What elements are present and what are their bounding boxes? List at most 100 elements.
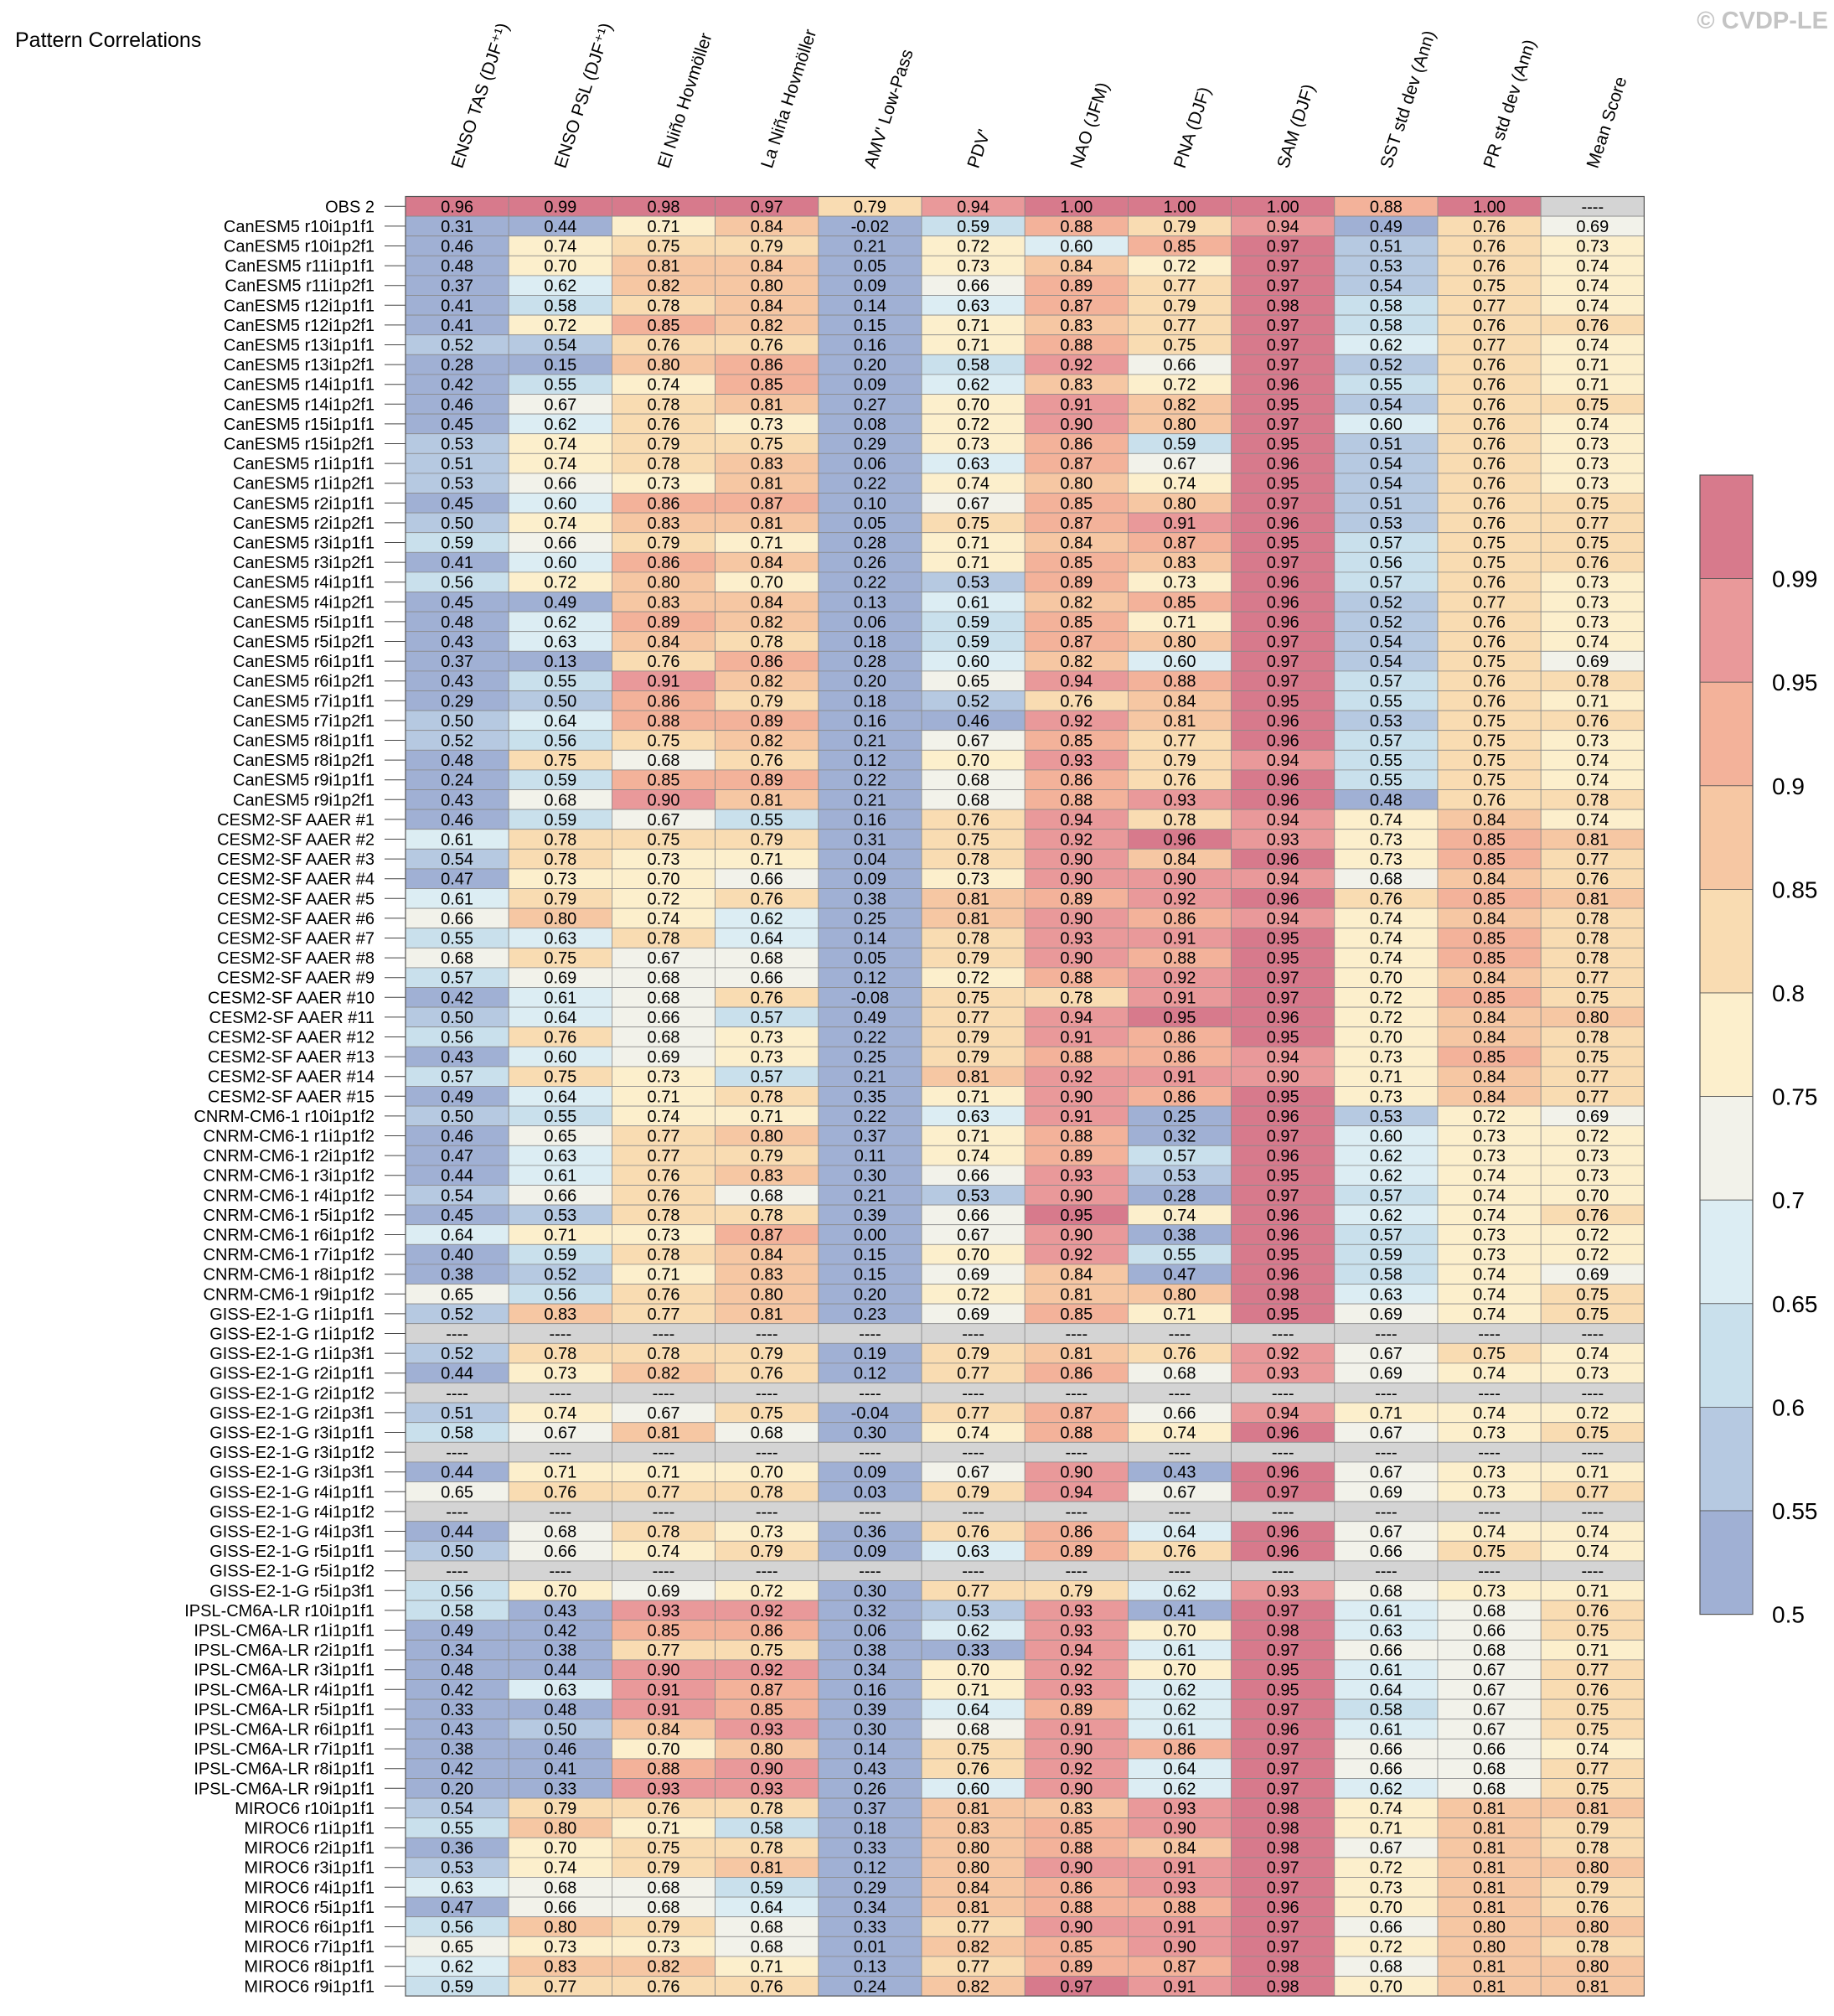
cell-value: 0.66 [1473,1622,1506,1641]
row-label: CanESM5 r3i1p1f1 [233,535,375,553]
cell-value: 0.47 [441,871,473,889]
cell-value: 0.76 [1576,554,1609,572]
cell-value: 0.95 [1267,1167,1299,1186]
cell-value: 0.57 [1370,673,1403,691]
cell-value: 0.57 [1370,1227,1403,1245]
cell-value: 0.38 [854,890,886,908]
cell-value: 0.37 [854,1800,886,1818]
cell-value: 0.67 [1473,1681,1506,1699]
cell-value: 0.52 [441,337,473,355]
cell-value: 0.85 [1060,1820,1093,1838]
cell-value: 0.68 [1164,1365,1196,1383]
colorbar-segment [1699,1199,1754,1305]
cell-value: 0.81 [957,1800,989,1818]
cell-value: 0.74 [1576,416,1609,434]
cell-value: 0.28 [854,535,886,553]
cell-value: 0.73 [544,1938,576,1957]
cell-value: 0.76 [544,1483,576,1502]
cell-value: 0.97 [1267,653,1299,671]
cell-value: ---- [1065,1384,1087,1403]
cell-value: 0.67 [648,1404,680,1423]
cell-value: 0.97 [1267,494,1299,513]
cell-value: 0.09 [854,277,886,296]
cell-value: 0.90 [751,1760,783,1779]
cell-value: 0.70 [544,1839,576,1858]
cell-value: 0.96 [1267,1147,1299,1166]
cell-value: 0.55 [544,673,576,691]
cell-value: 0.95 [1267,692,1299,711]
cell-value: 0.14 [854,930,886,949]
cell-value: 0.68 [648,752,680,770]
cell-value: 0.48 [441,257,473,276]
cell-value: 0.79 [751,1345,783,1363]
cell-value: 0.80 [544,910,576,928]
cell-value: 0.60 [1060,238,1093,256]
cell-value: 0.61 [1164,1721,1196,1739]
cell-value: 0.68 [751,949,783,968]
cell-value: 0.62 [1370,1147,1403,1166]
cell-value: 0.09 [854,1464,886,1482]
cell-value: 0.85 [1473,989,1506,1007]
cell-value: 0.68 [441,949,473,968]
cell-value: ---- [1375,1326,1397,1344]
cell-value: 0.74 [957,1424,989,1443]
row-label: IPSL-CM6A-LR r2i1p1f1 [194,1641,375,1660]
cell-value: 0.86 [648,692,680,711]
cell-value: 0.50 [441,712,473,731]
cell-value: 0.33 [854,1839,886,1858]
row-label: CanESM5 r3i1p2f1 [233,554,375,572]
cell-value: 0.48 [1370,791,1403,809]
cell-value: 0.98 [1267,1622,1299,1641]
cell-value: 0.65 [544,1128,576,1146]
cell-value: 0.56 [441,1919,473,1937]
cell-value: 0.77 [957,1919,989,1937]
cell-value: 0.80 [1164,416,1196,434]
cell-value: 0.77 [957,1404,989,1423]
cell-value: 0.73 [1370,1048,1403,1067]
cell-value: 0.43 [1164,1464,1196,1482]
cell-value: 0.83 [1060,376,1093,395]
cell-value: 0.73 [1576,436,1609,454]
cell-value: 0.95 [1267,1662,1299,1680]
cell-value: ---- [1272,1444,1294,1462]
row-label: IPSL-CM6A-LR r1i1p1f1 [194,1622,375,1641]
row-label: CanESM5 r4i1p2f1 [233,593,375,612]
cell-value: 0.59 [544,1246,576,1264]
cell-value: 0.69 [1576,1266,1609,1285]
row-label: CESM2-SF AAER #14 [208,1068,375,1087]
row-label: CESM2-SF AAER #13 [208,1048,375,1067]
cell-value: 0.54 [1370,633,1403,652]
cell-value: 0.55 [1370,692,1403,711]
cell-value: 0.97 [1267,969,1299,988]
cell-value: 0.90 [1060,871,1093,889]
cell-value: 0.71 [1576,1641,1609,1660]
cell-value: 0.98 [648,198,680,216]
cell-value: 0.70 [1370,969,1403,988]
cell-value: 0.74 [1473,1285,1506,1304]
cell-value: 0.83 [751,1167,783,1186]
row-label: GISS-E2-1-G r4i1p3f1 [209,1523,375,1542]
row-label: CESM2-SF AAER #1 [217,811,375,830]
cell-value: 0.68 [957,772,989,790]
cell-value: 0.96 [1267,1108,1299,1126]
cell-value: 0.88 [1060,1899,1093,1917]
row-label: GISS-E2-1-G r1i1p1f1 [209,1305,375,1324]
cell-value: 0.33 [441,1701,473,1719]
cell-value: 0.70 [957,1246,989,1264]
cell-value: 0.74 [544,514,576,533]
cell-value: 0.76 [1576,712,1609,731]
cell-value: 0.55 [1370,772,1403,790]
cell-value: 0.87 [751,1227,783,1245]
row-label: CanESM5 r15i1p2f1 [224,436,375,454]
cell-value: 0.62 [1164,1780,1196,1798]
cell-value: ---- [962,1384,984,1403]
cell-value: 0.72 [957,969,989,988]
cell-value: 0.68 [751,1424,783,1443]
cell-value: 0.83 [1164,554,1196,572]
cell-value: ---- [549,1326,571,1344]
cell-value: 0.52 [1370,613,1403,632]
cell-value: 0.91 [1164,1859,1196,1878]
cell-value: 0.82 [1060,593,1093,612]
cell-value: 0.63 [544,633,576,652]
cell-value: 0.72 [648,890,680,908]
